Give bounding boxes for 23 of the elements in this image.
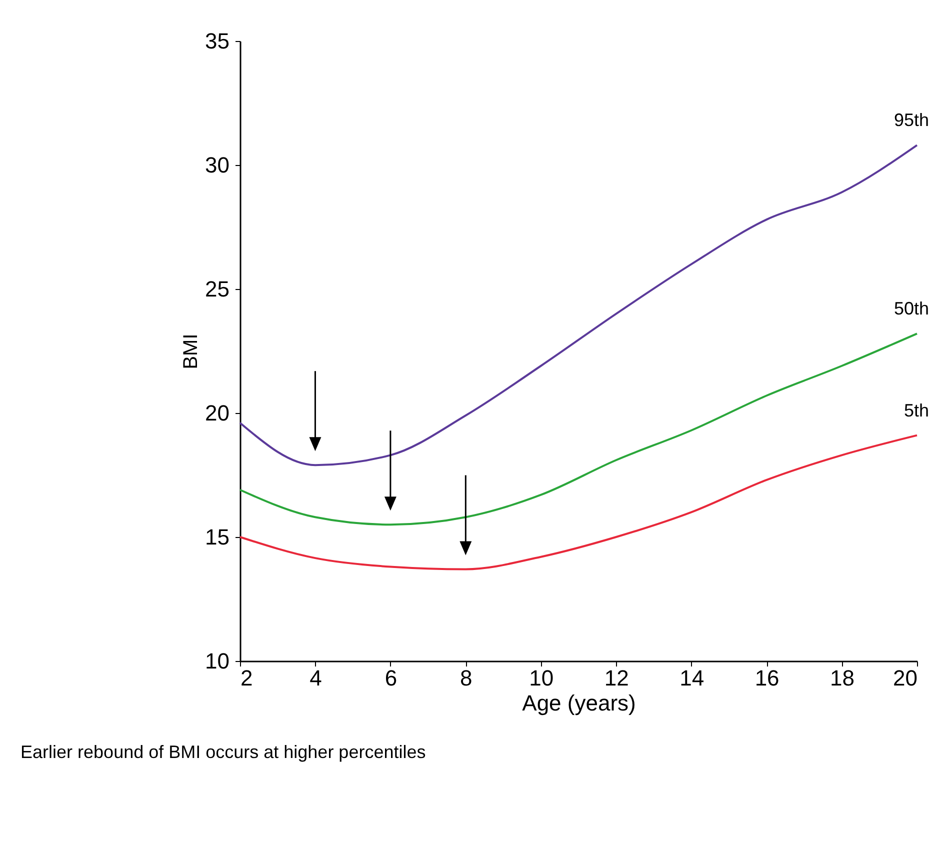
x-axis-title: Age (years) (522, 690, 636, 716)
y-tick-label: 15 (205, 524, 230, 550)
x-tick-label: 10 (529, 666, 554, 690)
x-tick-label: 12 (604, 666, 629, 690)
series-label: 95th (894, 110, 929, 130)
x-tick-label: 14 (680, 666, 704, 690)
x-tick-label: 2 (240, 666, 253, 690)
x-tick-label: 20 (893, 666, 918, 690)
text: Earlier rebound of BMI occurs at higher percentiles (20, 742, 426, 762)
y-axis-title: BMI (180, 334, 202, 370)
x-tick-label: 16 (754, 666, 780, 690)
x-tick-label: 6 (384, 666, 398, 690)
x-tick-label: 8 (460, 666, 472, 690)
x-tick-label: 18 (830, 666, 855, 690)
line-series (239, 434, 918, 570)
y-tick-label: 30 (205, 152, 230, 178)
series-label: 50th (894, 298, 929, 319)
y-tick-label: 35 (205, 28, 230, 54)
y-tick-label: 20 (205, 400, 230, 426)
x-tick-label: 4 (310, 666, 322, 690)
y-tick-label: 25 (205, 276, 230, 302)
series-label: 5th (904, 400, 929, 420)
y-tick-label: 10 (205, 648, 230, 674)
